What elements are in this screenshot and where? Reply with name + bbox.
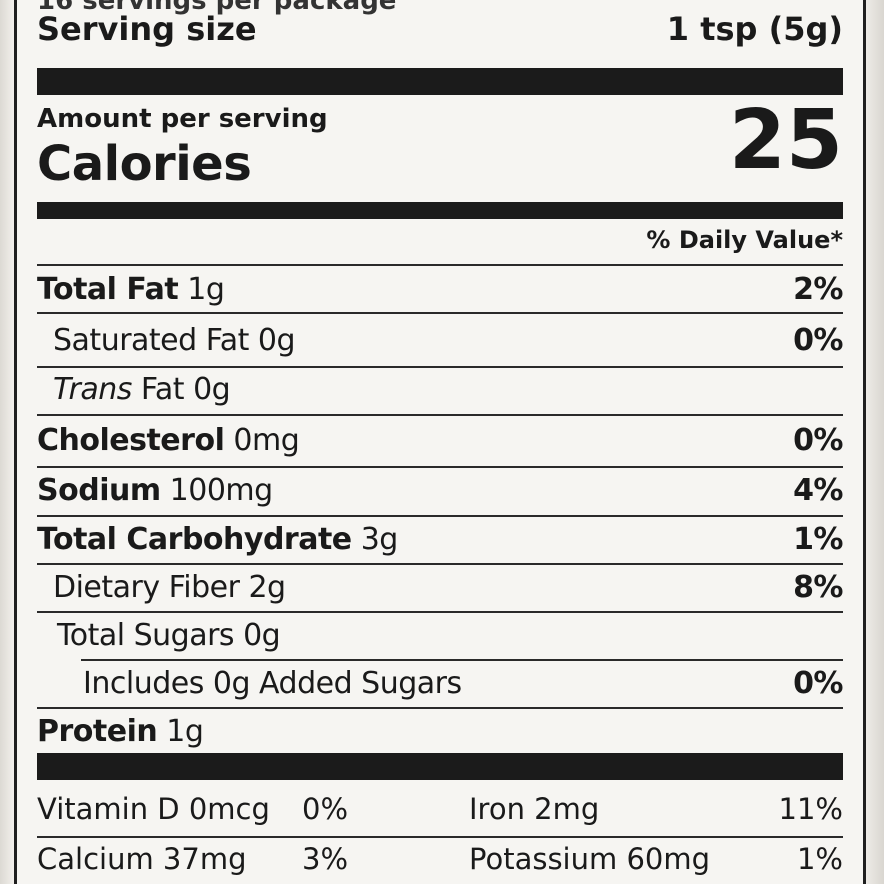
nutrient-amount: 1g — [187, 272, 225, 307]
nutrient-amount: 0mg — [233, 423, 300, 458]
calories-value: 25 — [728, 93, 843, 188]
nutrition-facts-panel: 16 servings per package Serving size 1 t… — [14, 0, 866, 884]
servings-per-package: 16 servings per package — [37, 0, 397, 16]
vitamin-row-2: Calcium 37mg 3% Potassium 60mg 1% — [37, 842, 843, 882]
divider — [37, 563, 843, 565]
nutrient-dv: 8% — [793, 570, 843, 605]
nutrient-name: Sodium — [37, 473, 161, 508]
trans-italic: Trans — [53, 372, 132, 407]
nutrient-name: Fat 0g — [140, 372, 231, 407]
divider — [37, 264, 843, 266]
calories-label: Calories — [37, 136, 252, 192]
vitamin-d-dv: 0% — [302, 792, 349, 826]
divider — [37, 414, 843, 416]
thick-divider — [37, 68, 843, 95]
calcium-dv: 3% — [302, 842, 349, 876]
nutrient-name: Dietary Fiber 2g — [53, 570, 286, 605]
nutrient-row-dietary-fiber: Dietary Fiber 2g 8% — [37, 570, 843, 605]
nutrient-row-saturated-fat: Saturated Fat 0g 0% — [37, 323, 843, 358]
serving-size-value: 1 tsp (5g) — [666, 10, 843, 48]
nutrient-row-total-sugars: Total Sugars 0g — [37, 618, 843, 653]
nutrient-row-total-fat: Total Fat 1g 2% — [37, 272, 843, 307]
nutrient-row-sodium: Sodium 100mg 4% — [37, 473, 843, 508]
nutrient-row-added-sugars: Includes 0g Added Sugars 0% — [37, 666, 843, 701]
nutrient-name: Total Fat — [37, 272, 179, 307]
panel-content: 16 servings per package Serving size 1 t… — [37, 0, 843, 884]
nutrient-amount: 1g — [166, 714, 204, 749]
divider — [37, 312, 843, 314]
divider — [37, 366, 843, 368]
thick-divider — [37, 753, 843, 780]
nutrient-row-trans-fat: Trans Fat 0g — [37, 372, 843, 407]
iron-dv: 11% — [778, 792, 843, 826]
nutrient-name: Cholesterol — [37, 423, 225, 458]
nutrient-dv: 0% — [793, 423, 843, 458]
iron-name: Iron 2mg — [469, 792, 600, 826]
divider — [37, 466, 843, 468]
calcium-name: Calcium 37mg — [37, 842, 247, 876]
nutrient-row-total-carbohydrate: Total Carbohydrate 3g 1% — [37, 522, 843, 557]
divider — [37, 515, 843, 517]
nutrient-dv: 0% — [793, 323, 843, 358]
nutrient-dv: 0% — [793, 666, 843, 701]
divider — [81, 659, 843, 661]
potassium-dv: 1% — [796, 842, 843, 876]
divider — [37, 836, 843, 838]
nutrient-amount: 100mg — [169, 473, 274, 508]
medium-divider — [37, 202, 843, 219]
nutrient-amount: 3g — [360, 522, 399, 557]
daily-value-header: % Daily Value* — [646, 226, 843, 254]
nutrient-name: Total Sugars 0g — [57, 618, 281, 653]
divider — [37, 707, 843, 709]
vitamin-row-1: Vitamin D 0mcg 0% Iron 2mg 11% — [37, 792, 843, 832]
serving-size-label: Serving size — [37, 10, 257, 48]
nutrient-name: Protein — [37, 714, 158, 749]
nutrient-dv: 2% — [793, 272, 843, 307]
nutrient-dv: 1% — [793, 522, 843, 557]
nutrient-row-cholesterol: Cholesterol 0mg 0% — [37, 423, 843, 458]
amount-per-serving: Amount per serving — [37, 104, 328, 134]
divider — [37, 611, 843, 613]
nutrient-name: Includes 0g Added Sugars — [83, 666, 462, 701]
vitamin-d-name: Vitamin D 0mcg — [37, 792, 270, 826]
nutrient-dv: 4% — [793, 473, 843, 508]
serving-size-row: Serving size 1 tsp (5g) — [37, 10, 843, 48]
nutrient-row-protein: Protein 1g — [37, 714, 843, 749]
nutrient-name: Saturated Fat 0g — [53, 323, 296, 358]
potassium-name: Potassium 60mg — [469, 842, 711, 876]
nutrient-name: Total Carbohydrate — [37, 522, 352, 557]
